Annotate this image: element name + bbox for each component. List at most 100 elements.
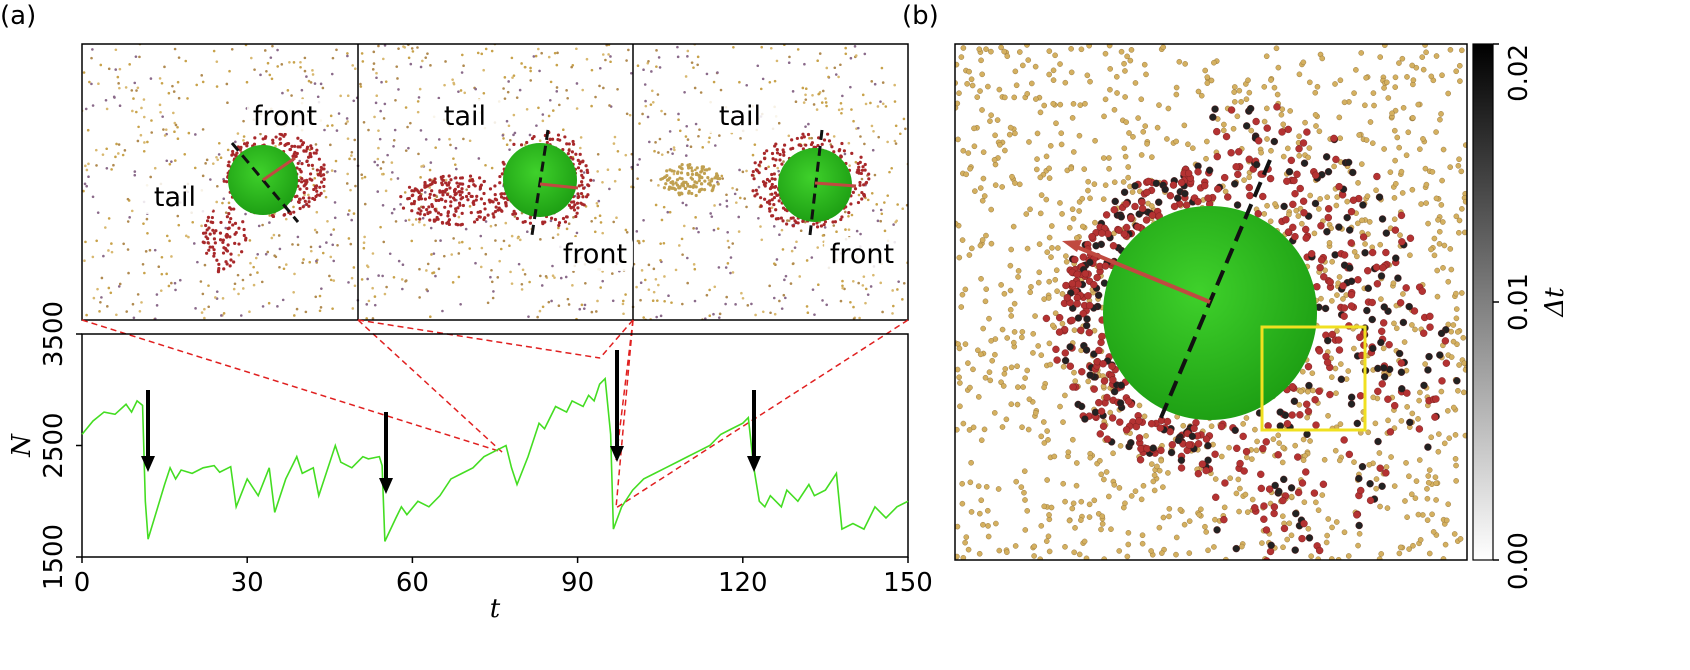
particle	[136, 293, 140, 296]
particle	[663, 299, 666, 303]
particle	[655, 65, 658, 68]
cluster-particle	[774, 142, 778, 146]
particle	[667, 294, 670, 298]
axis-dash	[530, 129, 550, 236]
particle	[1087, 195, 1093, 202]
particle	[407, 146, 410, 150]
particle	[365, 317, 369, 320]
particle	[1232, 99, 1238, 105]
particle	[1434, 267, 1440, 274]
cluster-particle	[1122, 200, 1130, 208]
particle	[1363, 74, 1369, 81]
particle	[333, 169, 337, 173]
cluster-particle	[1300, 519, 1308, 528]
particle	[983, 286, 990, 292]
cluster-particle	[423, 180, 427, 185]
cluster-particle	[1202, 435, 1211, 443]
particle	[256, 271, 259, 274]
cluster-particle	[1088, 233, 1096, 241]
particle	[1085, 378, 1092, 385]
particle	[780, 228, 784, 232]
particle	[124, 86, 128, 89]
particle	[1121, 145, 1128, 152]
particle	[1078, 517, 1084, 523]
particle	[187, 235, 190, 239]
cluster-particle	[430, 189, 434, 193]
particle	[768, 284, 771, 288]
particle	[1160, 484, 1166, 490]
particle	[960, 420, 967, 427]
particle	[451, 281, 455, 284]
particle	[760, 238, 764, 242]
cluster-particle	[790, 138, 794, 142]
particle	[460, 53, 464, 57]
particle	[642, 239, 645, 243]
particle	[1128, 47, 1135, 53]
cluster-particle	[1136, 456, 1145, 464]
particle	[738, 168, 741, 172]
particle	[281, 298, 285, 302]
particle	[506, 90, 510, 94]
particle	[992, 161, 999, 168]
particle	[1377, 54, 1384, 60]
cluster-particle	[305, 159, 309, 163]
cluster-particle	[1194, 168, 1202, 176]
particle	[95, 164, 98, 167]
particle	[1416, 457, 1423, 463]
particle	[956, 90, 962, 96]
cluster-particle	[695, 166, 699, 170]
cluster-particle	[1431, 413, 1439, 421]
cluster-particle	[1415, 425, 1424, 433]
particle	[118, 67, 122, 71]
particle	[1125, 174, 1131, 181]
particle	[1324, 194, 1331, 200]
label-box	[557, 237, 633, 271]
particle	[596, 170, 599, 173]
cluster-particle	[851, 190, 855, 194]
particle	[194, 307, 197, 310]
particle	[1438, 202, 1445, 208]
cluster-particle	[690, 172, 695, 176]
cluster-particle	[680, 177, 684, 181]
cluster-particle	[1378, 380, 1386, 388]
particle	[612, 220, 615, 224]
cluster-particle	[780, 162, 784, 166]
particle	[353, 67, 357, 70]
particle	[303, 56, 307, 60]
cluster-particle	[856, 200, 861, 205]
particle	[476, 51, 480, 55]
cluster-particle	[775, 193, 779, 197]
particle	[612, 142, 616, 145]
particle	[1144, 141, 1150, 147]
particle	[1270, 436, 1277, 443]
particle	[242, 139, 245, 142]
particle	[1030, 350, 1036, 356]
cluster-particle	[1375, 193, 1384, 201]
cluster-particle	[574, 152, 578, 156]
cluster-particle	[1263, 557, 1271, 560]
particle	[1046, 175, 1053, 181]
cluster-particle	[1340, 251, 1349, 259]
particle	[411, 223, 415, 226]
particle	[1274, 91, 1281, 98]
cluster-particle	[1289, 223, 1297, 232]
particle	[1436, 431, 1442, 437]
particle	[419, 65, 423, 69]
particle	[1318, 295, 1324, 302]
particle	[1272, 201, 1278, 207]
particle	[516, 236, 520, 240]
cluster-particle	[240, 250, 244, 254]
particle	[812, 103, 816, 106]
particle	[502, 137, 505, 140]
cluster-particle	[1116, 399, 1125, 407]
cluster-particle	[1372, 263, 1381, 272]
cluster-particle	[208, 245, 212, 249]
particle	[1027, 289, 1033, 296]
particle	[384, 80, 388, 83]
particle	[174, 159, 177, 162]
cluster-particle	[1213, 152, 1222, 161]
particle	[379, 225, 382, 229]
particle	[315, 210, 319, 214]
particle	[894, 124, 898, 128]
